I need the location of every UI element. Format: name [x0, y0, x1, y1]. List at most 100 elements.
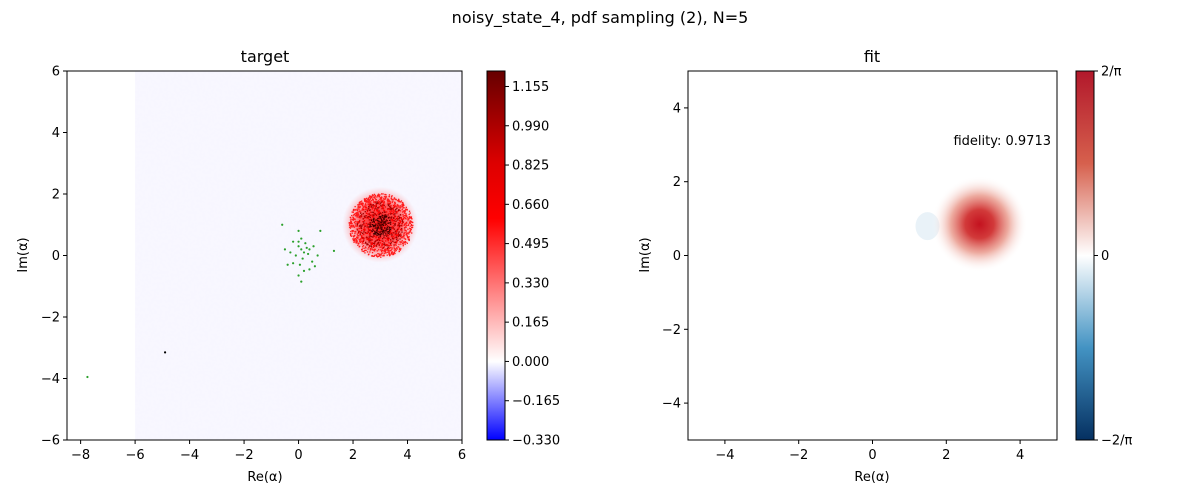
- peak-speckle-dot: [380, 253, 382, 255]
- peak-speckle-dot: [399, 248, 401, 251]
- peak-speckle-dot: [355, 220, 357, 223]
- peak-speckle-dot: [374, 200, 376, 203]
- target-colorbar-ticks: 1.155 0.990 0.825 0.660 0.495 0.330 0.165 0.000…: [505, 80, 560, 449]
- peak-speckle-dot: [358, 225, 361, 227]
- peak-speckle-dot: [376, 208, 378, 210]
- peak-speckle-dot: [373, 235, 375, 237]
- peak-speckle-dot: [381, 224, 383, 226]
- peak-speckle-dot: [389, 249, 391, 252]
- peak-speckle-dot: [392, 227, 394, 229]
- peak-speckle-dot: [382, 207, 384, 209]
- peak-speckle-dot: [362, 206, 365, 208]
- peak-speckle-dot: [364, 211, 366, 213]
- peak-speckle-dot: [374, 196, 376, 199]
- peak-speckle-dot: [384, 214, 386, 216]
- peak-speckle-dot: [348, 226, 351, 228]
- peak-speckle-dot: [401, 237, 403, 239]
- peak-speckle-dot: [397, 199, 399, 202]
- fit-ytick-label: 4: [673, 101, 681, 116]
- peak-speckle-dot: [396, 218, 398, 220]
- peak-speckle-dot: [403, 215, 405, 217]
- peak-speckle-dot: [371, 242, 374, 244]
- peak-speckle-dot: [369, 209, 371, 211]
- peak-speckle-dot: [399, 228, 402, 231]
- peak-speckle-dot: [365, 249, 367, 252]
- sample-point: [281, 223, 284, 226]
- peak-speckle-dot: [377, 226, 379, 228]
- peak-speckle-dot: [384, 230, 386, 232]
- peak-speckle-dot: [364, 229, 366, 232]
- peak-speckle-dot: [391, 247, 393, 249]
- peak-speckle-dot: [373, 243, 376, 245]
- peak-speckle-dot: [365, 207, 368, 209]
- peak-speckle-dot: [378, 216, 381, 218]
- peak-speckle-dot: [352, 219, 355, 221]
- peak-speckle-dot: [352, 224, 354, 227]
- peak-speckle-dot: [397, 246, 399, 248]
- peak-speckle-dot: [386, 251, 389, 253]
- peak-speckle-dot: [379, 235, 382, 237]
- fit-colorbar-ticks: 2/π 0 −2/π: [1094, 65, 1133, 449]
- peak-speckle-dot: [363, 221, 365, 223]
- peak-speckle-dot: [364, 203, 367, 205]
- peak-speckle-dot: [381, 249, 383, 251]
- peak-speckle-dot: [362, 213, 364, 215]
- peak-speckle-dot: [384, 248, 386, 251]
- peak-speckle-dot: [378, 241, 380, 244]
- target-peak-speckle: [348, 193, 414, 258]
- peak-speckle-dot: [411, 232, 413, 234]
- peak-speckle-dot: [366, 238, 368, 241]
- peak-speckle-dot: [394, 205, 397, 207]
- peak-speckle-dot: [401, 240, 403, 242]
- peak-speckle-dot: [380, 196, 382, 199]
- peak-speckle-dot: [391, 208, 394, 210]
- peak-speckle-dot: [361, 240, 363, 243]
- peak-speckle-dot: [403, 241, 405, 243]
- peak-speckle-dot: [350, 235, 352, 237]
- peak-speckle-dot: [369, 235, 371, 237]
- peak-speckle-dot: [380, 256, 382, 258]
- peak-speckle-dot: [390, 253, 393, 255]
- peak-speckle-dot: [395, 212, 398, 214]
- peak-speckle-dot: [406, 224, 408, 227]
- peak-speckle-dot: [381, 229, 384, 231]
- peak-speckle-dot: [398, 201, 400, 203]
- target-ytick-label: 0: [52, 249, 60, 264]
- peak-speckle-dot: [372, 245, 375, 247]
- peak-speckle-dot: [374, 248, 376, 251]
- peak-speckle-dot: [352, 235, 354, 237]
- peak-speckle-dot: [382, 231, 384, 234]
- peak-speckle-dot: [367, 198, 369, 201]
- peak-speckle-dot: [352, 218, 355, 220]
- peak-speckle-dot: [390, 212, 392, 215]
- peak-speckle-dot: [378, 196, 380, 198]
- peak-speckle-dot: [398, 243, 400, 246]
- peak-speckle-dot: [379, 237, 382, 239]
- peak-speckle-dot: [410, 229, 412, 231]
- peak-speckle-dot: [352, 216, 354, 218]
- peak-speckle-dot: [404, 210, 406, 212]
- peak-speckle-dot: [408, 236, 410, 238]
- peak-speckle-dot: [403, 234, 405, 236]
- peak-speckle-dot: [401, 236, 403, 238]
- peak-speckle-dot: [371, 239, 373, 241]
- peak-speckle-dot: [406, 234, 408, 236]
- peak-speckle-dot: [369, 203, 371, 206]
- fit-colorbar: 2/π 0 −2/π: [1075, 65, 1133, 449]
- peak-speckle-dot: [358, 211, 360, 213]
- peak-speckle-dot: [395, 231, 398, 233]
- peak-speckle-dot: [369, 200, 371, 202]
- peak-speckle-dot: [356, 216, 358, 218]
- peak-speckle-dot: [377, 227, 379, 229]
- peak-speckle-dot: [400, 217, 402, 219]
- peak-speckle-dot: [372, 204, 374, 207]
- peak-speckle-dot: [361, 229, 363, 232]
- fit-colorbar-frame: [1075, 70, 1095, 441]
- peak-speckle-dot: [385, 194, 387, 196]
- peak-speckle-dot: [356, 209, 358, 211]
- peak-speckle-dot: [398, 216, 401, 219]
- peak-speckle-dot: [377, 193, 380, 195]
- sample-point: [308, 248, 311, 251]
- peak-speckle-dot: [392, 236, 394, 238]
- peak-speckle-dot: [405, 234, 408, 236]
